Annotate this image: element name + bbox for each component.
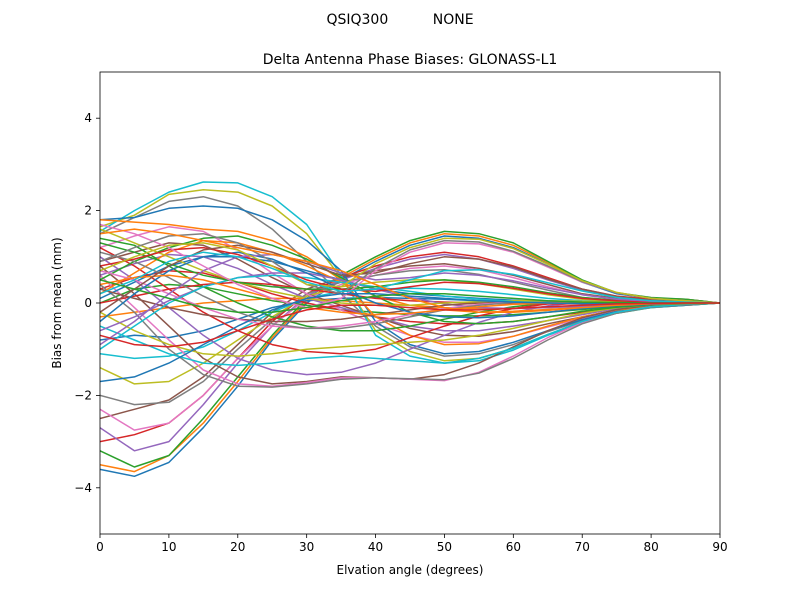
x-tick-label: 20 <box>230 540 245 554</box>
suptitle: QSIQ300 NONE <box>326 12 473 28</box>
x-tick-label: 60 <box>506 540 521 554</box>
series-line-21 <box>100 205 720 355</box>
series-line-6 <box>100 262 720 420</box>
x-tick-label: 80 <box>643 540 658 554</box>
x-tick-label: 70 <box>575 540 590 554</box>
y-tick-label: −4 <box>74 481 92 495</box>
series-line-50 <box>100 251 720 304</box>
series-line-44 <box>100 246 720 304</box>
x-axis-label: Elvation angle (degrees) <box>337 563 484 577</box>
series-line-53 <box>100 279 720 313</box>
x-tick-label: 40 <box>368 540 383 554</box>
y-axis-label: Bias from mean (mm) <box>50 237 64 368</box>
series-line-52 <box>100 228 720 313</box>
y-tick-label: −2 <box>74 388 92 402</box>
series-line-28 <box>100 283 720 388</box>
series-line-30 <box>100 302 720 367</box>
series-line-45 <box>100 253 720 346</box>
series-lines <box>100 181 720 478</box>
x-axis: 0 10 20 30 40 50 60 70 80 90 <box>96 534 728 554</box>
y-tick-label: 4 <box>84 111 92 125</box>
series-line-46 <box>100 244 720 313</box>
y-axis: −4 −2 0 2 4 <box>74 111 100 495</box>
x-tick-label: 50 <box>437 540 452 554</box>
x-tick-label: 30 <box>299 540 314 554</box>
chart-title: Delta Antenna Phase Biases: GLONASS-L1 <box>263 52 558 68</box>
x-tick-label: 90 <box>712 540 727 554</box>
y-tick-label: 2 <box>84 204 92 218</box>
series-line-49 <box>100 237 720 304</box>
y-tick-label: 0 <box>84 296 92 310</box>
series-line-54 <box>100 302 720 348</box>
x-tick-label: 10 <box>161 540 176 554</box>
series-line-1 <box>100 235 720 478</box>
x-tick-label: 0 <box>96 540 104 554</box>
